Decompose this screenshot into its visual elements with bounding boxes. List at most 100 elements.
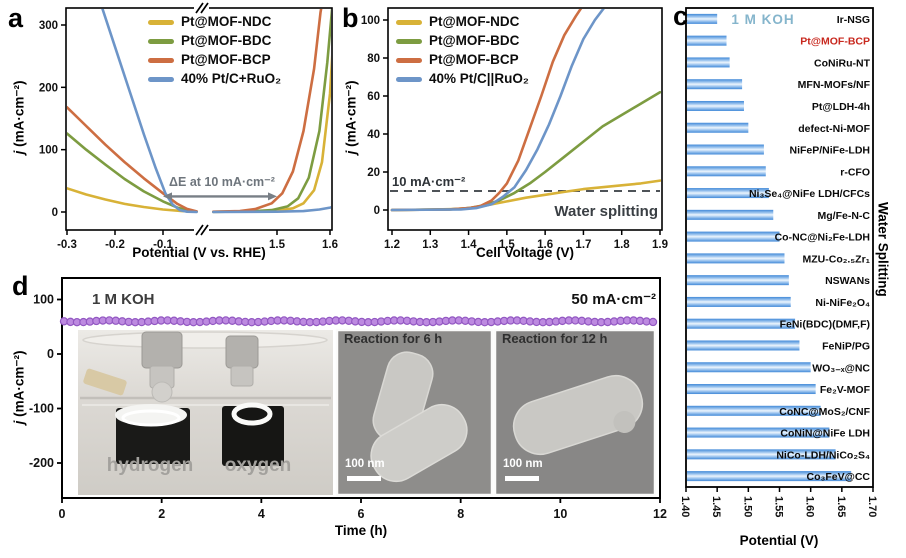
tick-label: 200 bbox=[39, 82, 58, 94]
bar-NiFeP/NiFe-LDH bbox=[687, 144, 764, 155]
panel-a-xlabel: Potential (V vs. RHE) bbox=[132, 245, 266, 260]
current-density-label: 50 mA·cm⁻² bbox=[571, 291, 656, 308]
bar-label: Pt@MOF-BCP bbox=[800, 36, 870, 48]
electrolyte-label-d: 1 M KOH bbox=[92, 291, 155, 308]
bar-Mg/Fe-N-C bbox=[687, 209, 774, 220]
panel-a-legend: Pt@MOF-NDC Pt@MOF-BDC Pt@MOF-BCP 40% Pt/… bbox=[148, 13, 281, 88]
series-line bbox=[67, 106, 198, 213]
scale-bar-6h bbox=[347, 476, 381, 481]
bar-label: Fe₂V-MOF bbox=[820, 384, 871, 396]
bar-label: CoNC@MoS₂/CNF bbox=[779, 406, 870, 418]
electrolyte-label-c: 1 M KOH bbox=[731, 12, 795, 27]
sem-image-6h bbox=[335, 328, 494, 497]
sem-6h-title: Reaction for 6 h bbox=[344, 331, 443, 346]
tick-label: 1.65 bbox=[835, 496, 847, 517]
tick-label: -0.1 bbox=[153, 239, 173, 251]
tick-label: 1.60 bbox=[804, 496, 816, 517]
tick-label: 1.55 bbox=[773, 496, 785, 517]
tick-label: 12 bbox=[653, 507, 667, 521]
bar-Ir-NSG bbox=[687, 13, 718, 24]
tick-label: 4 bbox=[258, 507, 265, 521]
tick-label: 2 bbox=[158, 507, 165, 521]
bar-label: Co-NC@Ni₂Fe-LDH bbox=[775, 232, 870, 244]
bar-Pt@MOF-BCP bbox=[687, 35, 727, 46]
tick-label: 6 bbox=[358, 507, 365, 521]
bar-label: NiFeP/NiFe-LDH bbox=[789, 145, 870, 157]
bar-CoNC@MoS₂/CNF bbox=[687, 405, 821, 416]
panel-c-letter: c bbox=[673, 1, 689, 31]
bar-label: FeNiP/PG bbox=[822, 340, 870, 352]
tick-label: 40 bbox=[367, 129, 380, 141]
legend-item: Pt@MOF-BDC bbox=[396, 32, 529, 50]
legend-swatch-bdc bbox=[148, 38, 174, 44]
legend-swatch-bdc bbox=[396, 38, 422, 44]
panel-d-ylabel: j (mA·cm⁻²) bbox=[11, 350, 27, 425]
bar-label: NiCo-LDH/NiCo₂S₄ bbox=[776, 449, 870, 461]
legend-item: Pt@MOF-BCP bbox=[396, 51, 529, 69]
bar-label: Mg/Fe-N-C bbox=[818, 210, 871, 222]
tick-label: 100 bbox=[39, 145, 58, 157]
panel-a-plot: -0.3 -0.2 -0.1 1.5 1.6 0 100 200 300 bbox=[39, 2, 338, 251]
panel-a-letter: a bbox=[8, 3, 24, 33]
legend-swatch-ptc bbox=[148, 76, 174, 82]
panel-b-xlabel: Cell Voltage (V) bbox=[475, 245, 574, 260]
bar-Co₃FeV@CC bbox=[687, 471, 852, 482]
bar-Co-NC@Ni₂Fe-LDH bbox=[687, 231, 780, 242]
series-line bbox=[212, 206, 331, 214]
tick-label: -0.3 bbox=[57, 239, 77, 251]
series-line bbox=[212, 9, 323, 213]
bar-defect-Ni-MOF bbox=[687, 122, 749, 133]
panel-d-xlabel: Time (h) bbox=[334, 523, 388, 538]
tick-label: -100 bbox=[29, 402, 54, 416]
legend-swatch-ptc bbox=[396, 76, 422, 82]
tick-label: 0 bbox=[59, 507, 66, 521]
bar-Pt@LDH-4h bbox=[687, 100, 744, 111]
bar-Ni₃Se₄@NiFe LDH/CFCs bbox=[687, 188, 769, 199]
tick-label: 1.50 bbox=[741, 496, 753, 517]
bar-label: Ir-NSG bbox=[837, 14, 870, 26]
series-line bbox=[67, 132, 198, 213]
tick-label: 1.5 bbox=[269, 239, 286, 251]
bar-label: CoNiN@NiFe LDH bbox=[780, 428, 870, 440]
bar-MZU-Co₂.₅Zr₁ bbox=[687, 253, 785, 264]
delta-e-annotation: ΔE at 10 mA·cm⁻² bbox=[169, 175, 275, 189]
panel-b-ylabel: j (mA·cm⁻²) bbox=[343, 80, 359, 155]
legend-item: 40% Pt/C||RuO₂ bbox=[396, 70, 529, 88]
bar-NSWANs bbox=[687, 275, 789, 286]
scale-bar-label-6h: 100 nm bbox=[345, 458, 385, 470]
bar-CoNiN@NiFe LDH bbox=[687, 427, 830, 438]
legend-item: Pt@MOF-BDC bbox=[148, 32, 281, 50]
bar-label: Pt@LDH-4h bbox=[812, 101, 870, 113]
bar-FeNiP/PG bbox=[687, 340, 800, 351]
tick-label: 1.7 bbox=[575, 239, 591, 251]
tick-label: 100 bbox=[361, 15, 380, 27]
panel-d-plot: 0 2 4 6 8 10 12 100 0 -100 -200 bbox=[29, 277, 667, 521]
tick-label: 1.2 bbox=[384, 239, 400, 251]
tick-label: 1.6 bbox=[537, 239, 553, 251]
tick-label: 0 bbox=[374, 205, 380, 217]
bar-WO₃₋ₓ@NC bbox=[687, 362, 811, 373]
tick-label: -0.2 bbox=[105, 239, 125, 251]
tick-label: 1.6 bbox=[322, 239, 338, 251]
tick-label: 1.9 bbox=[652, 239, 668, 251]
bar-r-CFO bbox=[687, 166, 766, 177]
tick-label: 1.40 bbox=[679, 496, 691, 517]
dash-line-label: 10 mA·cm⁻² bbox=[392, 174, 466, 189]
scale-bar-label-12h: 100 nm bbox=[503, 458, 543, 470]
legend-swatch-bcp bbox=[396, 57, 422, 63]
bar-Fe₂V-MOF bbox=[687, 384, 816, 395]
bar-FeNi(BDC)(DMF,F) bbox=[687, 318, 796, 329]
bar-label: MZU-Co₂.₅Zr₁ bbox=[803, 253, 870, 265]
bar-CoNiRu-NT bbox=[687, 57, 730, 68]
oxygen-label: oxygen bbox=[224, 455, 292, 476]
scale-bar-12h bbox=[505, 476, 539, 481]
legend-swatch-ndc bbox=[148, 19, 174, 25]
legend-item: Pt@MOF-NDC bbox=[396, 13, 529, 31]
bar-label: Co₃FeV@CC bbox=[806, 471, 870, 483]
tick-label: 20 bbox=[367, 167, 380, 179]
tick-label: 300 bbox=[39, 20, 58, 32]
tick-label: 1.70 bbox=[866, 496, 878, 517]
bar-Ni-NiFe₂O₄ bbox=[687, 296, 791, 307]
electrolyzer-photo bbox=[78, 330, 333, 495]
